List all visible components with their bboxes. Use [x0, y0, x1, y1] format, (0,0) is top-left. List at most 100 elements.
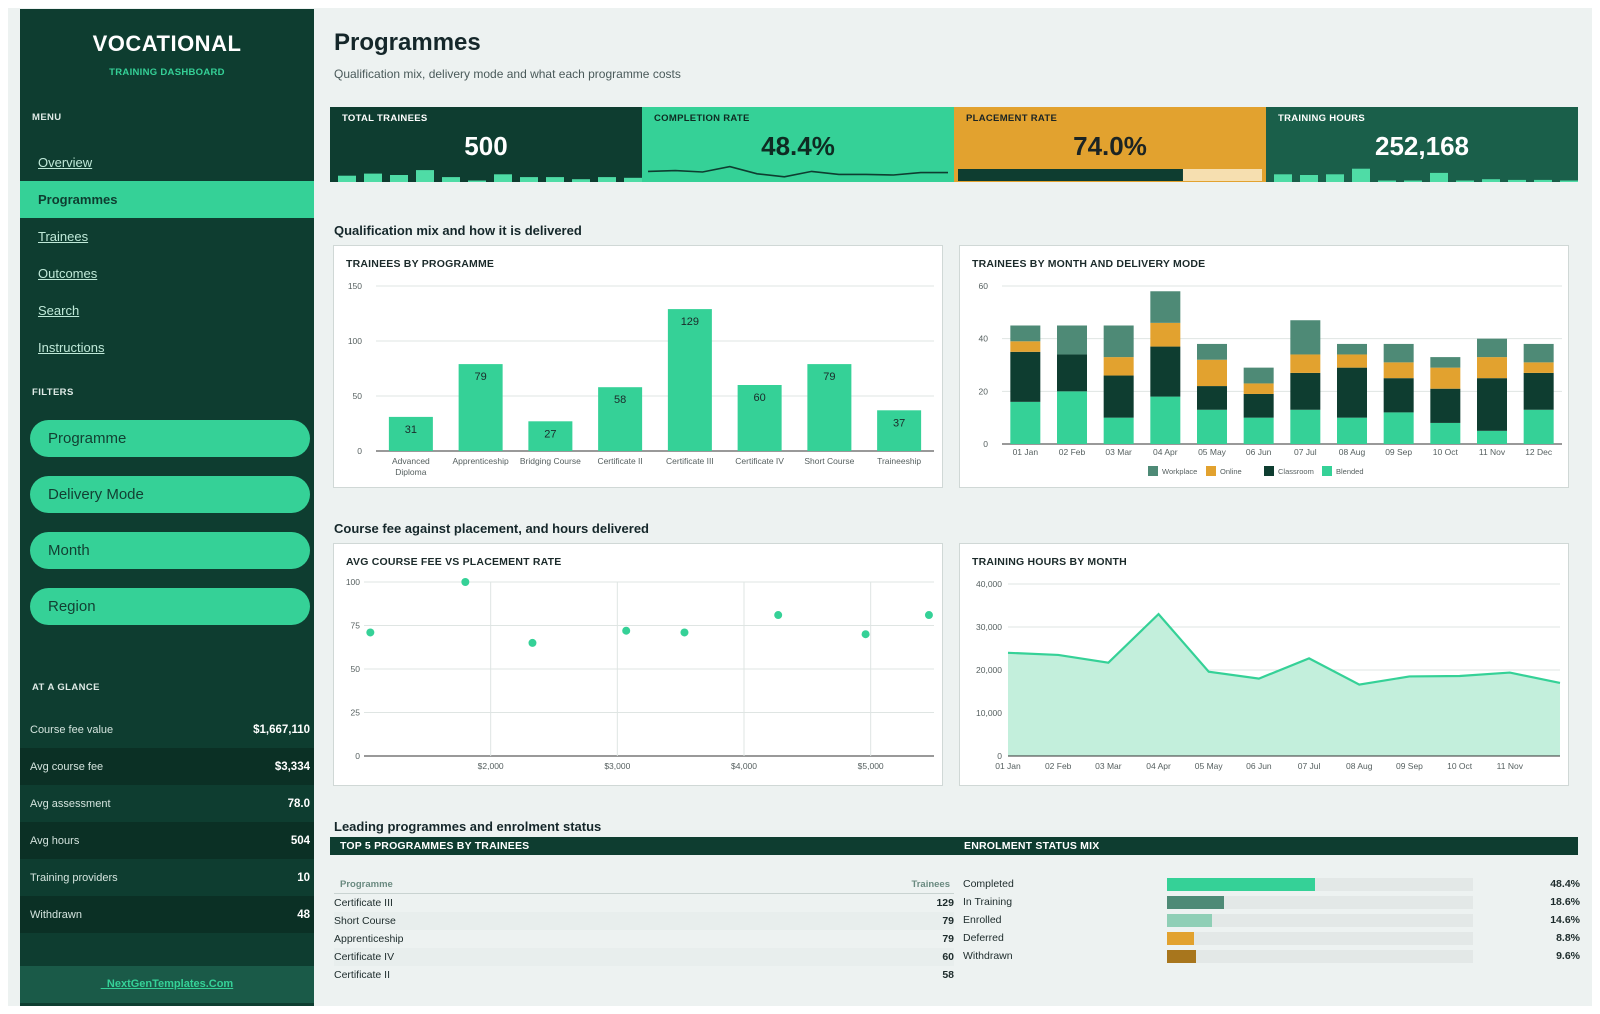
- stacked-bar-segment: [1430, 357, 1461, 368]
- programme-name: Apprenticeship: [334, 933, 404, 945]
- y-tick-label: 150: [348, 281, 362, 291]
- y-tick-label: 0: [983, 439, 988, 449]
- stacked-bar-segment: [1383, 343, 1414, 363]
- scatter-point: [366, 628, 375, 637]
- stacked-bar-segment: [1477, 430, 1507, 444]
- x-tick-label: 01 Jan: [995, 761, 1021, 771]
- filter-delivery-mode[interactable]: Delivery Mode: [30, 476, 310, 513]
- x-tick-label: Advanced: [392, 456, 430, 466]
- glance-row-training-providers: Training providers 10: [20, 859, 314, 896]
- status-bar-fill: [1167, 932, 1194, 945]
- glance-label: Avg course fee: [30, 760, 104, 773]
- page-subtitle: Qualification mix, delivery mode and wha…: [334, 67, 681, 81]
- stacked-bar-segment: [1010, 351, 1041, 402]
- sidebar: VOCATIONAL TRAINING DASHBOARD MENU Overv…: [20, 9, 314, 1006]
- x-tick-label: 06 Jun: [1246, 447, 1272, 457]
- nav-item-outcomes[interactable]: Outcomes: [38, 266, 98, 281]
- filter-programme[interactable]: Programme: [30, 420, 310, 457]
- chart-hours-by-month: 0 10,000 20,000 30,000 40,000 01 Jan 02 Feb 03 …: [976, 579, 1561, 771]
- nav-item-instructions[interactable]: Instructions: [38, 340, 105, 355]
- scatter-point: [461, 578, 470, 586]
- spark-bar: [546, 177, 564, 182]
- kpi-label: COMPLETION RATE: [654, 113, 750, 124]
- glance-row-avg-assessment: Avg assessment 78.0: [20, 785, 314, 822]
- status-bar-fill: [1167, 914, 1212, 927]
- scatter-point: [924, 611, 933, 620]
- scatter-point: [622, 626, 631, 635]
- y-tick-label: 50: [351, 664, 361, 674]
- x-tick-label: 03 Mar: [1105, 447, 1132, 457]
- glance-label: Course fee value: [30, 723, 114, 736]
- stacked-bar-segment: [1150, 291, 1181, 323]
- data-label: 79: [475, 371, 487, 383]
- programme-name: Short Course: [334, 915, 396, 927]
- stacked-bar-segment: [1010, 325, 1041, 342]
- nav-item-search[interactable]: Search: [38, 303, 80, 318]
- glance-row-withdrawn: Withdrawn 48: [20, 896, 314, 933]
- stacked-bar-segment: [1103, 325, 1134, 358]
- section-title-leading: Leading programmes and enrolment status: [334, 819, 602, 834]
- nav-item-trainees[interactable]: Trainees: [38, 229, 89, 244]
- status-row-completed: Completed 48.4%: [963, 875, 1580, 893]
- spark-bar: [598, 177, 616, 182]
- glance-value: 78.0: [287, 797, 310, 810]
- stacked-bar-segment: [1290, 372, 1321, 410]
- status-label: Enrolled: [963, 914, 1002, 926]
- x-tick-label: 02 Feb: [1045, 761, 1072, 771]
- status-label: Completed: [963, 878, 1014, 890]
- filter-region[interactable]: Region: [30, 588, 310, 625]
- progress-fill: [958, 169, 1183, 181]
- stacked-bar-segment: [1057, 325, 1087, 355]
- spark-bar: [1534, 179, 1552, 182]
- glance-value: 10: [297, 871, 310, 884]
- nav-item-overview[interactable]: Overview: [38, 155, 93, 170]
- nav-item-programmes[interactable]: Programmes: [20, 181, 314, 218]
- stacked-bar-segment: [1523, 409, 1554, 444]
- legend-swatch: [1206, 466, 1216, 476]
- kpi-value: 252,168: [1375, 131, 1469, 161]
- y-tick-label: 20,000: [976, 665, 1002, 675]
- spark-bar: [624, 177, 642, 182]
- footer-link[interactable]: _NextGenTemplates.Com: [20, 966, 314, 1003]
- programme-trainees: 79: [942, 915, 954, 927]
- x-tick-label: 01 Jan: [1013, 447, 1039, 457]
- scatter-point: [861, 630, 870, 639]
- kpi-value: 74.0%: [1073, 131, 1147, 161]
- y-tick-label: 100: [348, 336, 362, 346]
- y-tick-label: 40: [979, 334, 989, 344]
- stacked-bar-segment: [1103, 417, 1134, 444]
- stacked-bar-segment: [1197, 386, 1227, 410]
- status-row-withdrawn: Withdrawn 9.6%: [963, 947, 1580, 965]
- glance-value: 48: [297, 908, 310, 921]
- bar: [737, 385, 782, 451]
- kpi-sparkbars: [1274, 168, 1578, 182]
- programme-name: Certificate IV: [334, 951, 395, 963]
- scatter-point: [774, 611, 783, 620]
- x-tick-label: Certificate IV: [735, 456, 784, 466]
- x-tick-label: 07 Jul: [1298, 761, 1321, 771]
- legend-swatch: [1322, 466, 1332, 476]
- stacked-bar-segment: [1383, 412, 1414, 444]
- stacked-bar-segment: [1290, 320, 1321, 355]
- stacked-bar-segment: [1150, 322, 1181, 347]
- x-tick-label: Certificate II: [597, 456, 642, 466]
- table-row: Certificate II 58: [334, 966, 954, 984]
- x-tick-label: Short Course: [804, 456, 854, 466]
- x-tick-label: 04 Apr: [1146, 761, 1171, 771]
- filters-heading: FILTERS: [32, 387, 74, 398]
- x-tick-label: $5,000: [858, 761, 884, 771]
- bar: [877, 410, 922, 451]
- status-bar-track: [1167, 950, 1473, 963]
- y-tick-label: 75: [351, 621, 361, 631]
- filter-month[interactable]: Month: [30, 532, 310, 569]
- kpi-total-trainees: TOTAL TRAINEES 500: [330, 107, 642, 182]
- chart-title: TRAINING HOURS BY MONTH: [972, 556, 1127, 568]
- stacked-bar-segment: [1290, 409, 1321, 444]
- spark-bar: [494, 174, 512, 182]
- spark-line: [647, 165, 948, 178]
- status-value: 18.6%: [1550, 896, 1580, 908]
- x-tick-label: 12 Dec: [1525, 447, 1553, 457]
- x-tick-label: 10 Oct: [1433, 447, 1459, 457]
- kpi-sparkbars: [338, 170, 642, 182]
